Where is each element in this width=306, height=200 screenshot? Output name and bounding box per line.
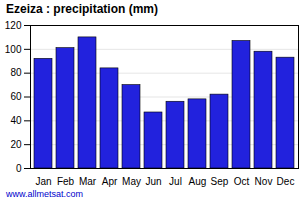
svg-text:0: 0 [16,163,22,174]
svg-text:Apr: Apr [102,176,118,187]
html-text:www.allmetsat.com: www.allmetsat.com [6,189,83,199]
svg-text:Jun: Jun [145,176,161,187]
svg-text:80: 80 [10,67,22,78]
svg-text:Oct: Oct [234,176,250,187]
svg-text:Aug: Aug [189,176,207,187]
svg-text:Feb: Feb [57,176,75,187]
svg-text:Sep: Sep [211,176,229,187]
html-text:Ezeiza : precipitation (mm): Ezeiza : precipitation (mm) [6,2,158,16]
svg-text:Dec: Dec [277,176,295,187]
svg-text:20: 20 [10,139,22,150]
svg-text:Nov: Nov [255,176,273,187]
svg-text:120: 120 [5,20,22,31]
svg-text:100: 100 [5,44,22,55]
svg-text:Jan: Jan [35,176,51,187]
svg-text:40: 40 [10,115,22,126]
svg-text:Mar: Mar [79,176,97,187]
svg-text:May: May [122,176,141,187]
svg-text:Jul: Jul [169,176,182,187]
svg-text:60: 60 [10,91,22,102]
